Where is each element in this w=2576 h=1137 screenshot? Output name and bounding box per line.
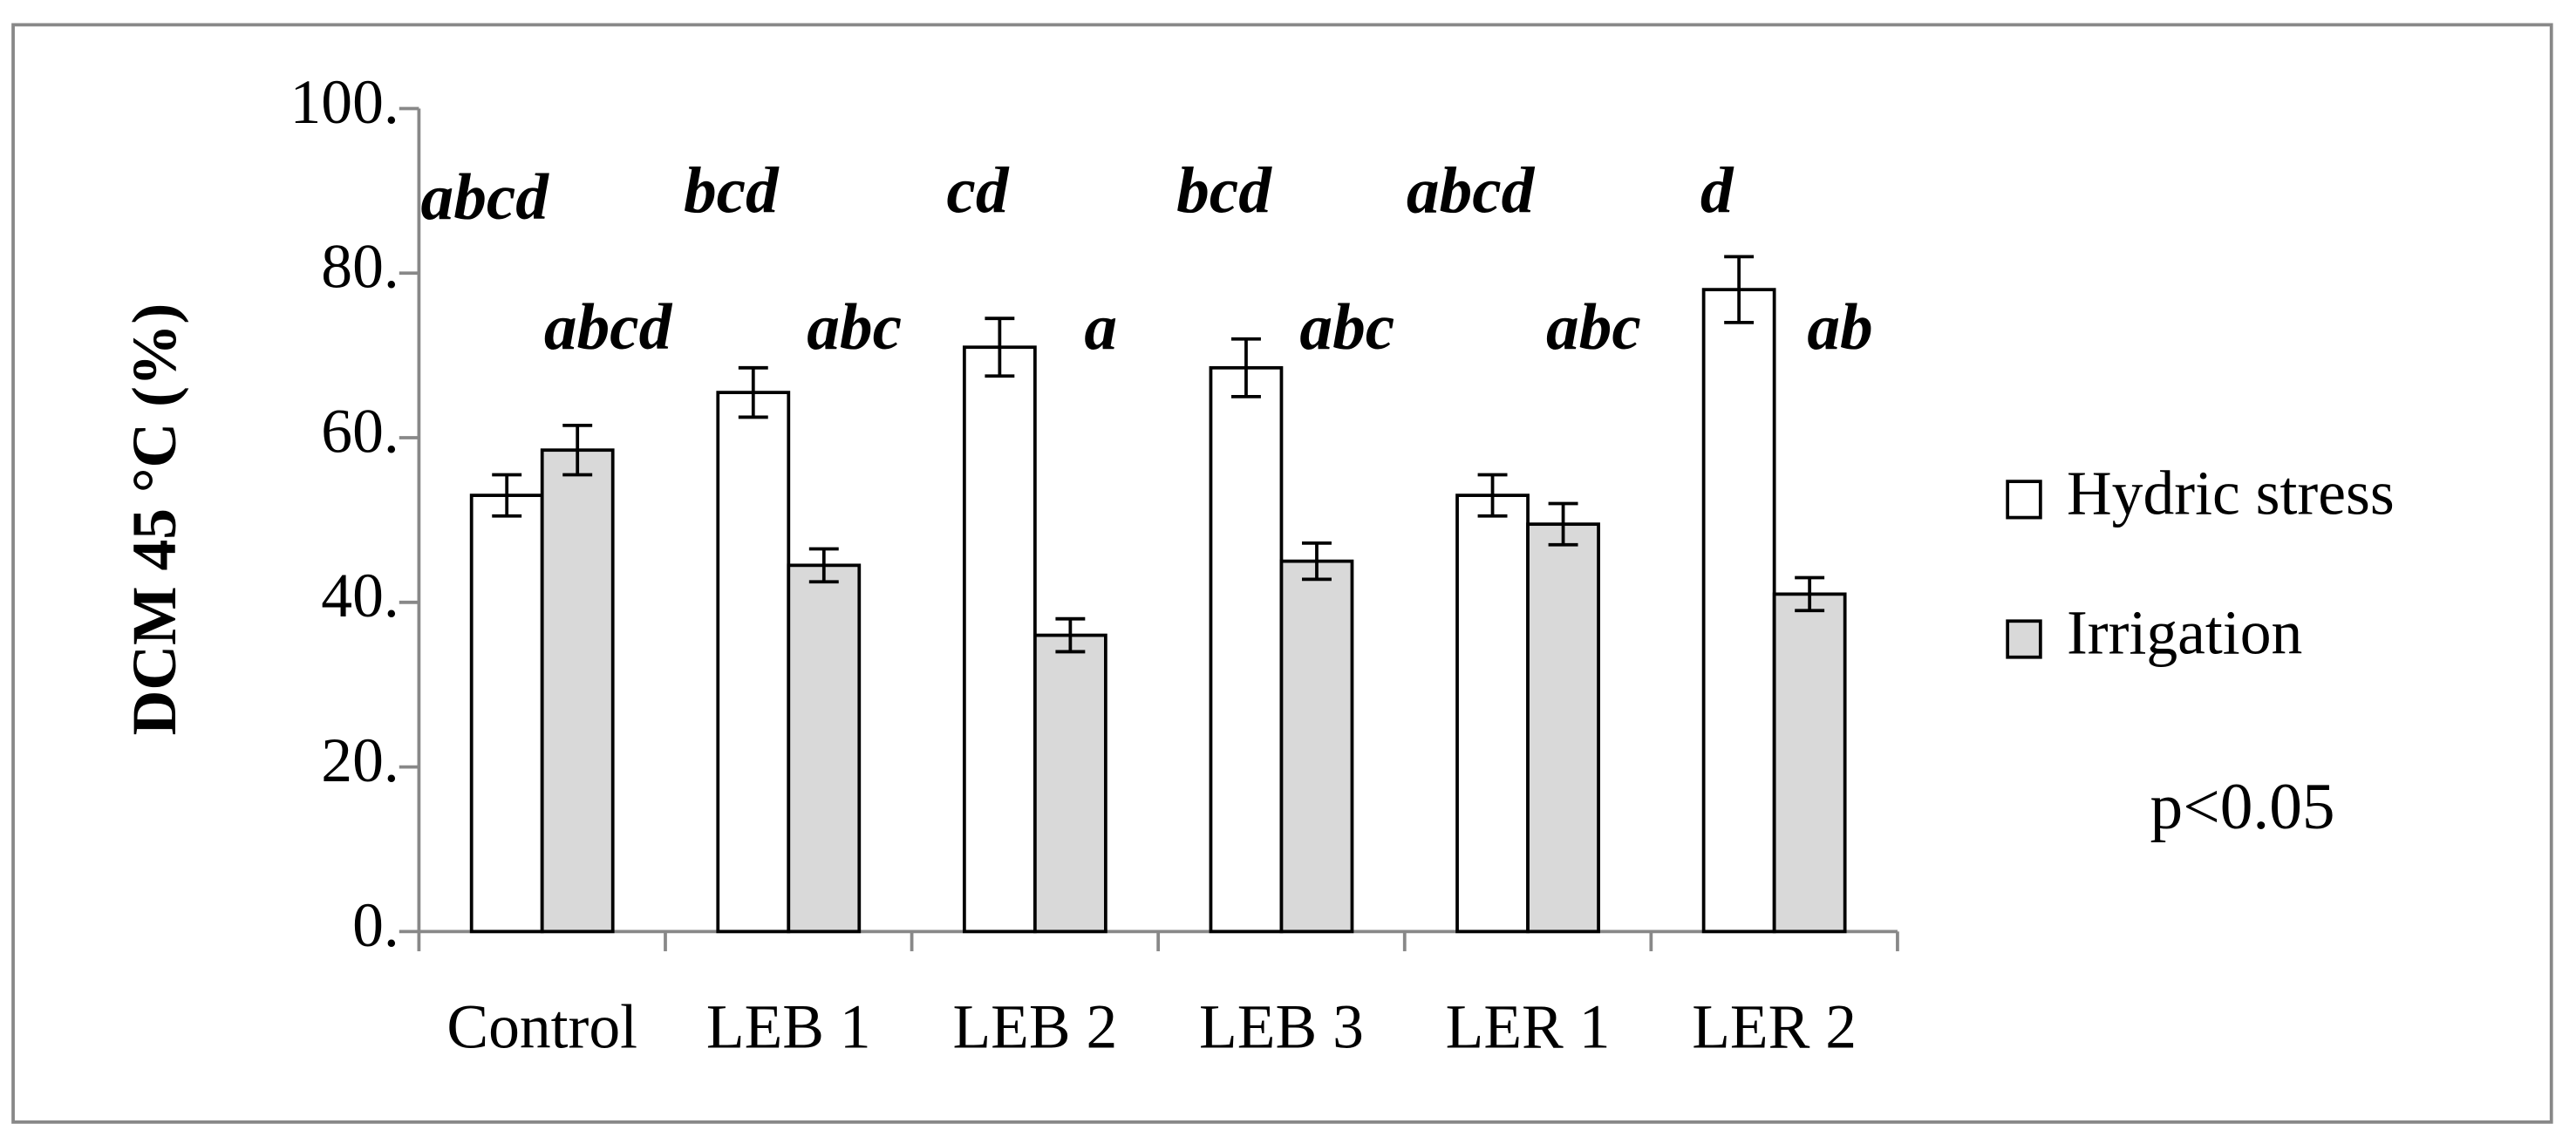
bar — [469, 494, 544, 934]
significance-letter: abc — [1546, 291, 1641, 364]
y-tick-label: 20. — [321, 726, 399, 795]
y-tick-label: 60. — [321, 397, 399, 466]
x-tick-label: LEB 1 — [706, 993, 871, 1062]
y-tick-label: 0. — [352, 891, 399, 960]
error-bar — [808, 547, 839, 584]
bar — [1701, 288, 1776, 934]
bar — [1209, 365, 1284, 934]
legend-label: Irrigation — [2067, 598, 2302, 667]
significance-letter: abcd — [1407, 155, 1536, 228]
bar — [1032, 633, 1107, 934]
bar — [1279, 559, 1354, 934]
error-bar — [1055, 616, 1086, 654]
y-axis-label: DCM 45 °C (%) — [120, 303, 189, 736]
significance-letter: bcd — [1176, 155, 1272, 228]
bar — [1772, 592, 1847, 934]
significance-letter: abc — [1299, 291, 1394, 364]
error-bar — [985, 317, 1015, 378]
significance-letter: d — [1700, 155, 1734, 228]
annotation: p<0.05 — [2150, 771, 2335, 843]
significance-letter: ab — [1807, 291, 1872, 364]
y-tick-label: 40. — [321, 562, 399, 630]
significance-letter: cd — [946, 155, 1009, 228]
y-tick-label: 80. — [321, 233, 399, 302]
legend-swatch — [2006, 619, 2042, 659]
error-bar — [1548, 501, 1578, 547]
x-tick-label: LEB 2 — [952, 993, 1117, 1062]
error-bar — [738, 365, 768, 419]
error-bar — [492, 473, 522, 518]
y-tick-label: 100. — [290, 68, 399, 137]
x-tick-label: LEB 3 — [1199, 993, 1364, 1062]
error-bar — [1477, 473, 1508, 518]
bar — [787, 563, 862, 934]
significance-letter: bcd — [684, 155, 780, 228]
significance-letter: abcd — [544, 291, 673, 364]
error-bar — [1795, 575, 1825, 613]
bar — [716, 391, 791, 934]
error-bar — [1724, 255, 1755, 324]
significance-letter: abcd — [421, 161, 550, 234]
bar — [1526, 522, 1600, 934]
bar — [1455, 494, 1530, 934]
significance-letter: abc — [807, 291, 902, 364]
x-tick-label: LER 1 — [1446, 993, 1611, 1062]
error-bar — [1302, 541, 1332, 582]
error-bar — [562, 423, 593, 477]
legend-label: Hydric stress — [2067, 459, 2395, 528]
bar — [540, 448, 615, 934]
x-tick-label: Control — [446, 993, 637, 1062]
significance-letter: a — [1084, 291, 1117, 364]
legend-swatch — [2006, 480, 2042, 520]
bar — [962, 345, 1037, 934]
x-tick-label: LER 2 — [1692, 993, 1857, 1062]
error-bar — [1231, 337, 1261, 398]
